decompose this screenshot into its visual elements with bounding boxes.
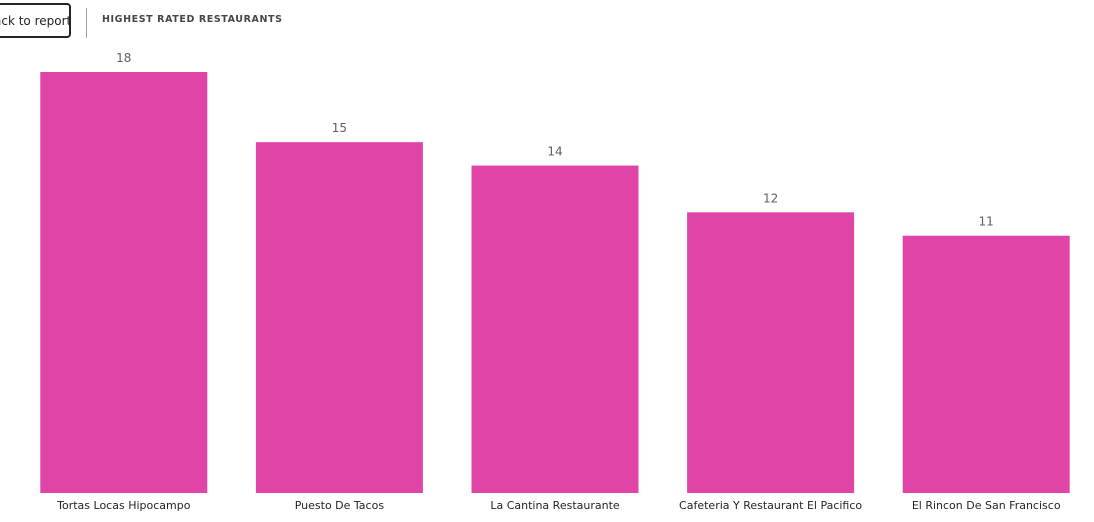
bar[interactable] bbox=[687, 212, 855, 494]
header-divider bbox=[86, 8, 87, 38]
x-tick-label: La Cantina Restaurante bbox=[490, 499, 620, 512]
bar[interactable] bbox=[255, 142, 423, 493]
data-label: 14 bbox=[547, 145, 562, 159]
x-tick-label: Puesto De Tacos bbox=[295, 499, 385, 512]
visual-title: HIGHEST RATED RESTAURANTS bbox=[102, 14, 283, 25]
back-to-report-button[interactable]: Back to report bbox=[0, 3, 71, 38]
data-label: 18 bbox=[116, 51, 131, 65]
bar[interactable] bbox=[40, 72, 208, 493]
data-label: 15 bbox=[332, 121, 347, 135]
x-tick-label: Cafeteria Y Restaurant El Pacifico bbox=[679, 499, 862, 512]
x-tick-label: El Rincon De San Francisco bbox=[912, 499, 1061, 512]
back-to-report-label: Back to report bbox=[0, 13, 71, 28]
bar[interactable] bbox=[471, 165, 639, 494]
data-label: 12 bbox=[763, 191, 778, 205]
bar[interactable] bbox=[902, 235, 1070, 493]
data-label: 11 bbox=[979, 215, 994, 229]
x-tick-label: Tortas Locas Hipocampo bbox=[56, 499, 191, 512]
